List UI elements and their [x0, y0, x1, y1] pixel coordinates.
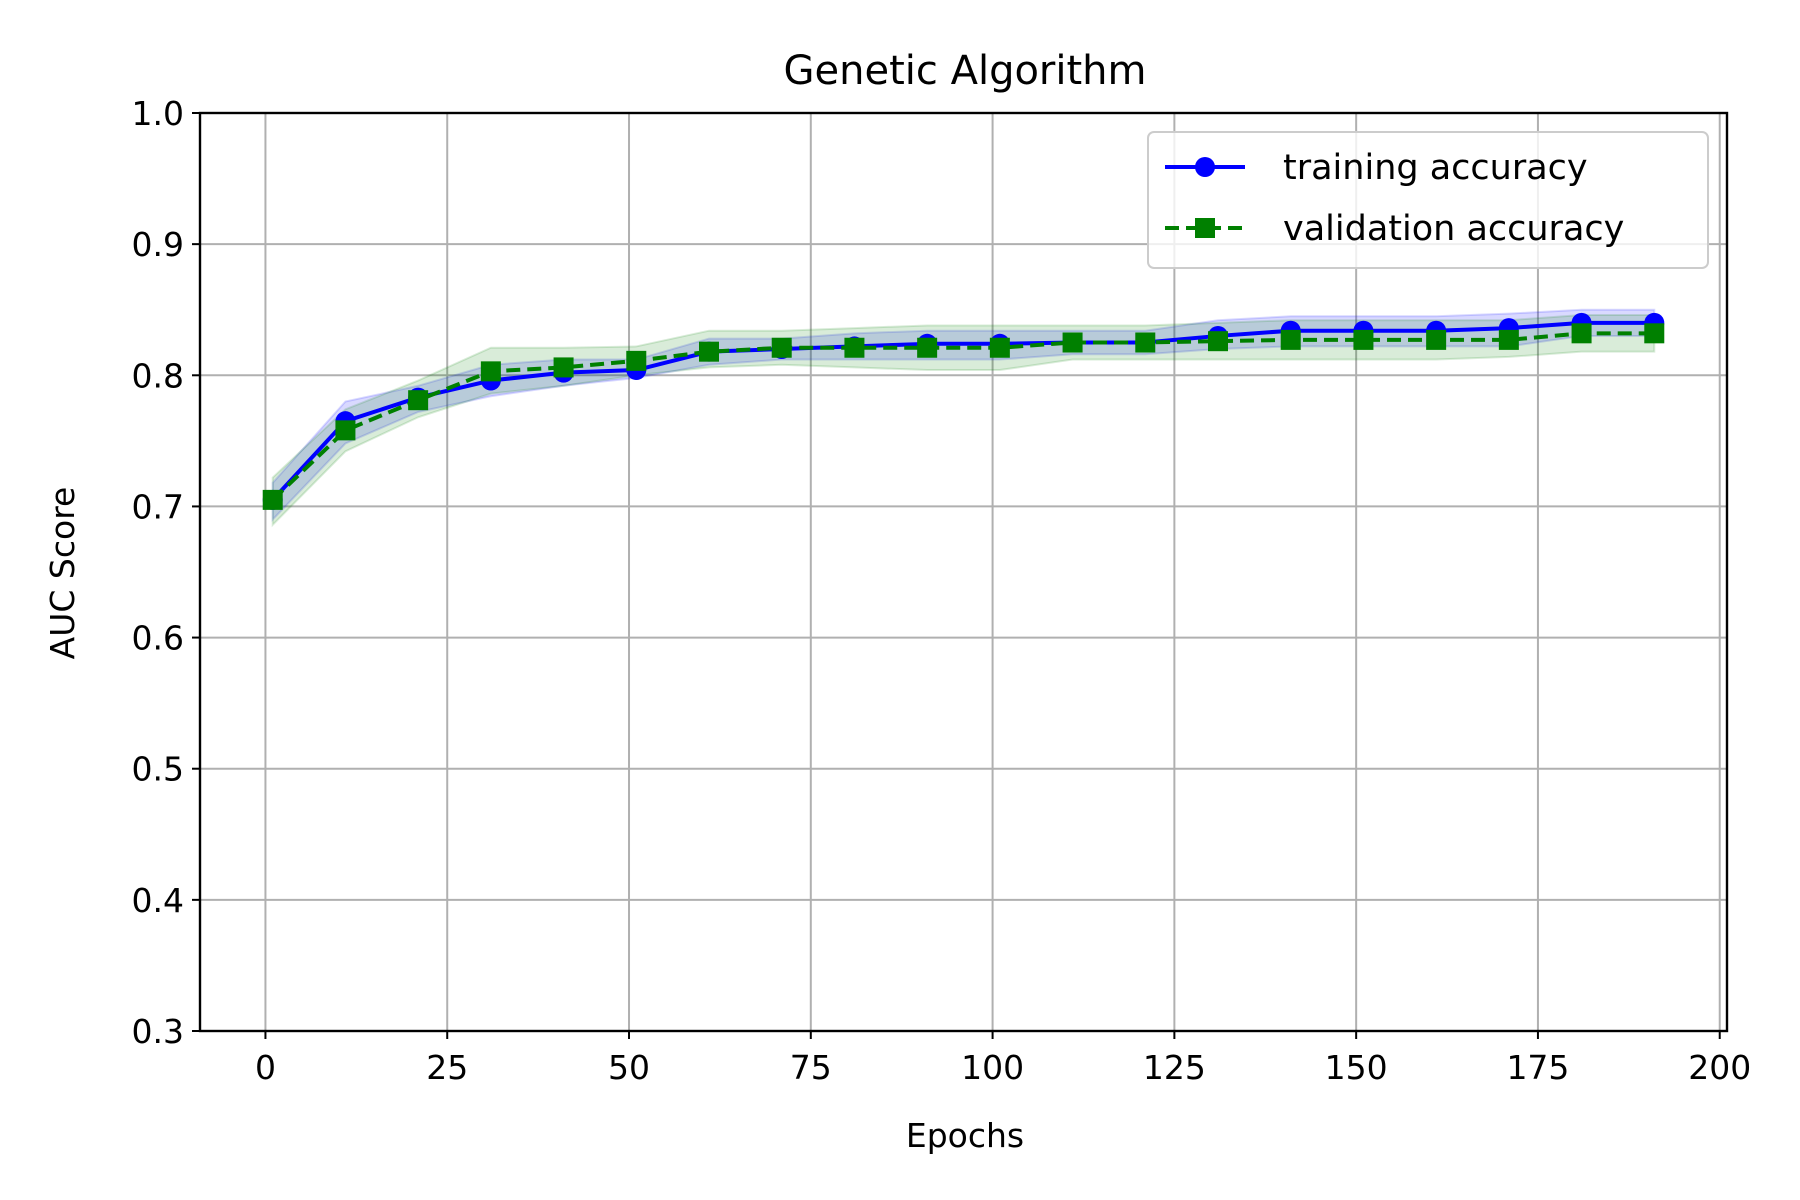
x-tick-label: 200 — [1688, 1048, 1751, 1087]
data-point-validation — [1571, 323, 1592, 344]
x-tick-label: 175 — [1506, 1048, 1569, 1087]
legend: training accuracy validation accuracy — [1147, 131, 1709, 269]
x-axis-label: Epochs — [906, 1116, 1024, 1155]
series-line-training — [271, 320, 1655, 502]
x-tick-label: 50 — [608, 1048, 650, 1087]
data-point-validation — [771, 337, 792, 358]
data-point-validation — [262, 489, 283, 510]
plot-frame — [198, 111, 1729, 1033]
data-point-validation — [480, 361, 501, 382]
x-tick-label: 0 — [255, 1048, 276, 1087]
axes: 0 25 50 75 100 125 150 175 200 0.3 0.4 0.5 0.6 0.7 0.8… — [132, 94, 1752, 1087]
data-point-validation — [699, 341, 719, 362]
series — [262, 312, 1665, 510]
data-point-validation — [1280, 329, 1301, 350]
y-tick-label: 1.0 — [132, 94, 184, 133]
y-tick-label: 0.7 — [132, 487, 184, 526]
chart-title: Genetic Algorithm — [784, 48, 1147, 94]
x-tick-label: 100 — [961, 1048, 1024, 1087]
data-point-validation — [335, 420, 356, 441]
y-tick-label: 0.4 — [132, 881, 184, 920]
data-point-validation — [553, 357, 574, 378]
legend-marker-training — [1195, 157, 1215, 177]
confidence-band-validation — [271, 313, 1656, 528]
y-tick-label: 0.5 — [132, 750, 184, 789]
y-tick-label: 0.6 — [132, 619, 184, 658]
y-tick-label: 0.9 — [132, 225, 184, 264]
legend-label-validation: validation accuracy — [1283, 209, 1624, 249]
data-point-validation — [1644, 323, 1665, 344]
data-point-validation — [1426, 329, 1447, 350]
data-point-validation — [844, 337, 865, 358]
x-tick-label: 75 — [790, 1048, 832, 1087]
y-axis-label: AUC Score — [43, 487, 82, 660]
legend-box — [1147, 131, 1709, 269]
data-point-validation — [917, 337, 938, 358]
x-tick-label: 150 — [1325, 1048, 1388, 1087]
data-point-validation — [1498, 329, 1519, 350]
data-point-validation — [989, 337, 1010, 358]
legend-label-training: training accuracy — [1283, 148, 1588, 188]
legend-marker-validation — [1195, 218, 1215, 238]
y-tick-label: 0.3 — [132, 1012, 184, 1051]
data-point-validation — [1135, 332, 1156, 353]
x-tick-label: 25 — [426, 1048, 468, 1087]
x-tick-label: 125 — [1143, 1048, 1206, 1087]
y-tick-label: 0.8 — [132, 356, 184, 395]
data-point-validation — [626, 350, 647, 371]
data-point-validation — [1208, 331, 1228, 352]
data-point-validation — [408, 390, 429, 411]
data-point-validation — [1353, 329, 1374, 350]
data-point-validation — [1062, 332, 1083, 353]
